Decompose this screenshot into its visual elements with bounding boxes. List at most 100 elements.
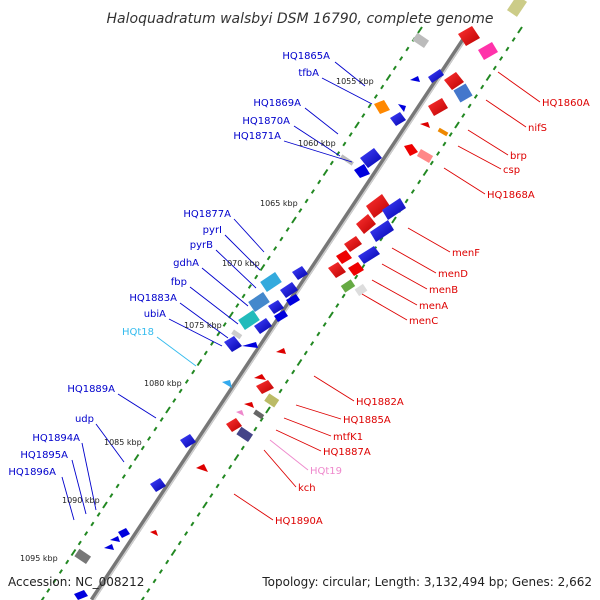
gene-brp[interactable] bbox=[437, 127, 449, 137]
left-gene-label[interactable]: HQ1896A bbox=[8, 467, 56, 478]
gene-orange[interactable] bbox=[374, 100, 390, 114]
gene-blue-14[interactable] bbox=[274, 310, 288, 322]
gene-blue-18[interactable] bbox=[180, 434, 196, 448]
gene-blue-11[interactable] bbox=[280, 282, 298, 298]
right-gene-label[interactable]: HQ1860A bbox=[542, 98, 590, 109]
gene-grey-3[interactable] bbox=[354, 283, 368, 297]
track-tick bbox=[177, 540, 182, 546]
gene-red-7[interactable] bbox=[344, 236, 362, 252]
gene-nifs[interactable] bbox=[453, 83, 473, 103]
gene-blue-10[interactable] bbox=[292, 266, 308, 280]
right-gene-label[interactable]: menB bbox=[429, 285, 458, 296]
left-gene-label[interactable]: HQ1894A bbox=[32, 433, 80, 444]
gene-pyri[interactable] bbox=[260, 271, 282, 293]
gene-grey-5[interactable] bbox=[253, 409, 265, 420]
gene-blue-7[interactable] bbox=[382, 198, 406, 220]
gene-blue-1[interactable] bbox=[428, 69, 444, 83]
gene-pink-2[interactable] bbox=[236, 410, 244, 416]
right-gene-label[interactable]: menF bbox=[452, 248, 480, 259]
gene-red-1[interactable] bbox=[458, 26, 480, 46]
left-gene-label[interactable]: HQ1869A bbox=[253, 98, 301, 109]
right-gene-label[interactable]: HQ1890A bbox=[275, 516, 323, 527]
gene-red-16[interactable] bbox=[196, 464, 208, 472]
left-gene-label[interactable]: fbp bbox=[171, 277, 187, 288]
track-tick bbox=[128, 464, 133, 470]
left-gene-label[interactable]: pyrI bbox=[203, 225, 222, 236]
gene-red-3[interactable] bbox=[428, 98, 448, 116]
left-gene-label[interactable]: HQ1877A bbox=[183, 209, 231, 220]
gene-blue-20[interactable] bbox=[118, 528, 130, 538]
gene-blue-19[interactable] bbox=[150, 478, 166, 492]
gene-red-15[interactable] bbox=[226, 418, 242, 432]
gene-red-10[interactable] bbox=[348, 262, 364, 276]
right-gene-label[interactable]: csp bbox=[503, 165, 520, 176]
gene-hq1885a[interactable] bbox=[264, 393, 280, 408]
right-gene-label[interactable]: kch bbox=[298, 483, 316, 494]
gene-blue-21[interactable] bbox=[110, 536, 120, 542]
left-gene-label[interactable]: HQ1895A bbox=[20, 450, 68, 461]
gene-csp[interactable] bbox=[416, 149, 434, 163]
gene-red-5[interactable] bbox=[404, 144, 418, 156]
gene-grey-4[interactable] bbox=[231, 329, 243, 340]
left-gene-label[interactable]: ubiA bbox=[144, 309, 166, 320]
right-gene-label[interactable]: menC bbox=[409, 316, 438, 327]
gene-red-6[interactable] bbox=[356, 214, 376, 234]
gene-blue-5[interactable] bbox=[360, 148, 382, 168]
gene-hqt18[interactable] bbox=[222, 380, 232, 388]
gene-red-11[interactable] bbox=[276, 348, 286, 354]
gene-grey-1[interactable] bbox=[412, 32, 430, 49]
gene-blue-8[interactable] bbox=[370, 220, 394, 242]
left-gene-label[interactable]: HQ1870A bbox=[242, 116, 290, 127]
left-gene-label[interactable]: gdhA bbox=[173, 258, 199, 269]
gene-blue-22[interactable] bbox=[104, 544, 114, 550]
left-gene-label[interactable]: HQ1883A bbox=[129, 293, 177, 304]
gene-grey-6[interactable] bbox=[74, 548, 92, 565]
track-tick bbox=[266, 255, 271, 261]
right-gene-label[interactable]: nifS bbox=[528, 123, 547, 134]
gene-blue-13[interactable] bbox=[268, 300, 284, 314]
gene-blue-17[interactable] bbox=[242, 342, 258, 348]
right-gene-label[interactable]: brp bbox=[510, 151, 527, 162]
left-gene-label[interactable]: HQ1871A bbox=[233, 131, 281, 142]
left-gene-label[interactable]: udp bbox=[75, 414, 94, 425]
gene-blue-2[interactable] bbox=[410, 76, 420, 82]
gene-hq1860a[interactable] bbox=[506, 0, 528, 17]
gene-blue-4[interactable] bbox=[398, 104, 406, 112]
right-gene-label[interactable]: HQ1885A bbox=[343, 415, 391, 426]
gene-blue-16[interactable] bbox=[224, 336, 242, 352]
gene-blue-9[interactable] bbox=[358, 246, 380, 264]
gene-red-17[interactable] bbox=[150, 530, 158, 536]
right-gene-label[interactable]: menA bbox=[419, 301, 448, 312]
track-tick bbox=[190, 521, 195, 527]
gene-red-13[interactable] bbox=[256, 380, 274, 394]
right-gene-label[interactable]: HQt19 bbox=[310, 466, 342, 477]
right-gene-label[interactable]: menD bbox=[438, 269, 468, 280]
gene-blue-15[interactable] bbox=[254, 318, 272, 334]
track-tick bbox=[178, 388, 183, 394]
gene-blue-3[interactable] bbox=[390, 112, 406, 126]
gene-gdha[interactable] bbox=[238, 309, 260, 331]
left-gene-label[interactable]: HQt18 bbox=[122, 327, 154, 338]
gene-hq1887a[interactable] bbox=[236, 426, 254, 443]
gene-red-2[interactable] bbox=[444, 72, 464, 90]
gene-pyrb[interactable] bbox=[248, 291, 270, 313]
gene-blue-23[interactable] bbox=[74, 590, 88, 600]
gene-red-14[interactable] bbox=[244, 402, 254, 408]
gene-red-9[interactable] bbox=[328, 262, 346, 278]
right-gene-label[interactable]: HQ1887A bbox=[323, 447, 371, 458]
gene-red-8[interactable] bbox=[336, 250, 352, 264]
left-gene-label[interactable]: tfbA bbox=[298, 68, 319, 79]
right-gene-label[interactable]: HQ1868A bbox=[487, 190, 535, 201]
right-gene-label[interactable]: HQ1882A bbox=[356, 397, 404, 408]
left-gene-label[interactable]: HQ1889A bbox=[67, 384, 115, 395]
left-gene-label[interactable]: pyrB bbox=[190, 240, 213, 251]
left-gene-label[interactable]: HQ1865A bbox=[282, 51, 330, 62]
gene-pink[interactable] bbox=[478, 42, 498, 60]
gene-blue-12[interactable] bbox=[286, 294, 300, 306]
gene-mena[interactable] bbox=[340, 279, 356, 293]
gene-red-12[interactable] bbox=[254, 374, 266, 380]
gene-red-4[interactable] bbox=[420, 122, 430, 128]
right-gene-label[interactable]: mtfK1 bbox=[333, 432, 363, 443]
gene-menf[interactable] bbox=[366, 194, 390, 218]
gene-blue-6[interactable] bbox=[354, 164, 370, 178]
